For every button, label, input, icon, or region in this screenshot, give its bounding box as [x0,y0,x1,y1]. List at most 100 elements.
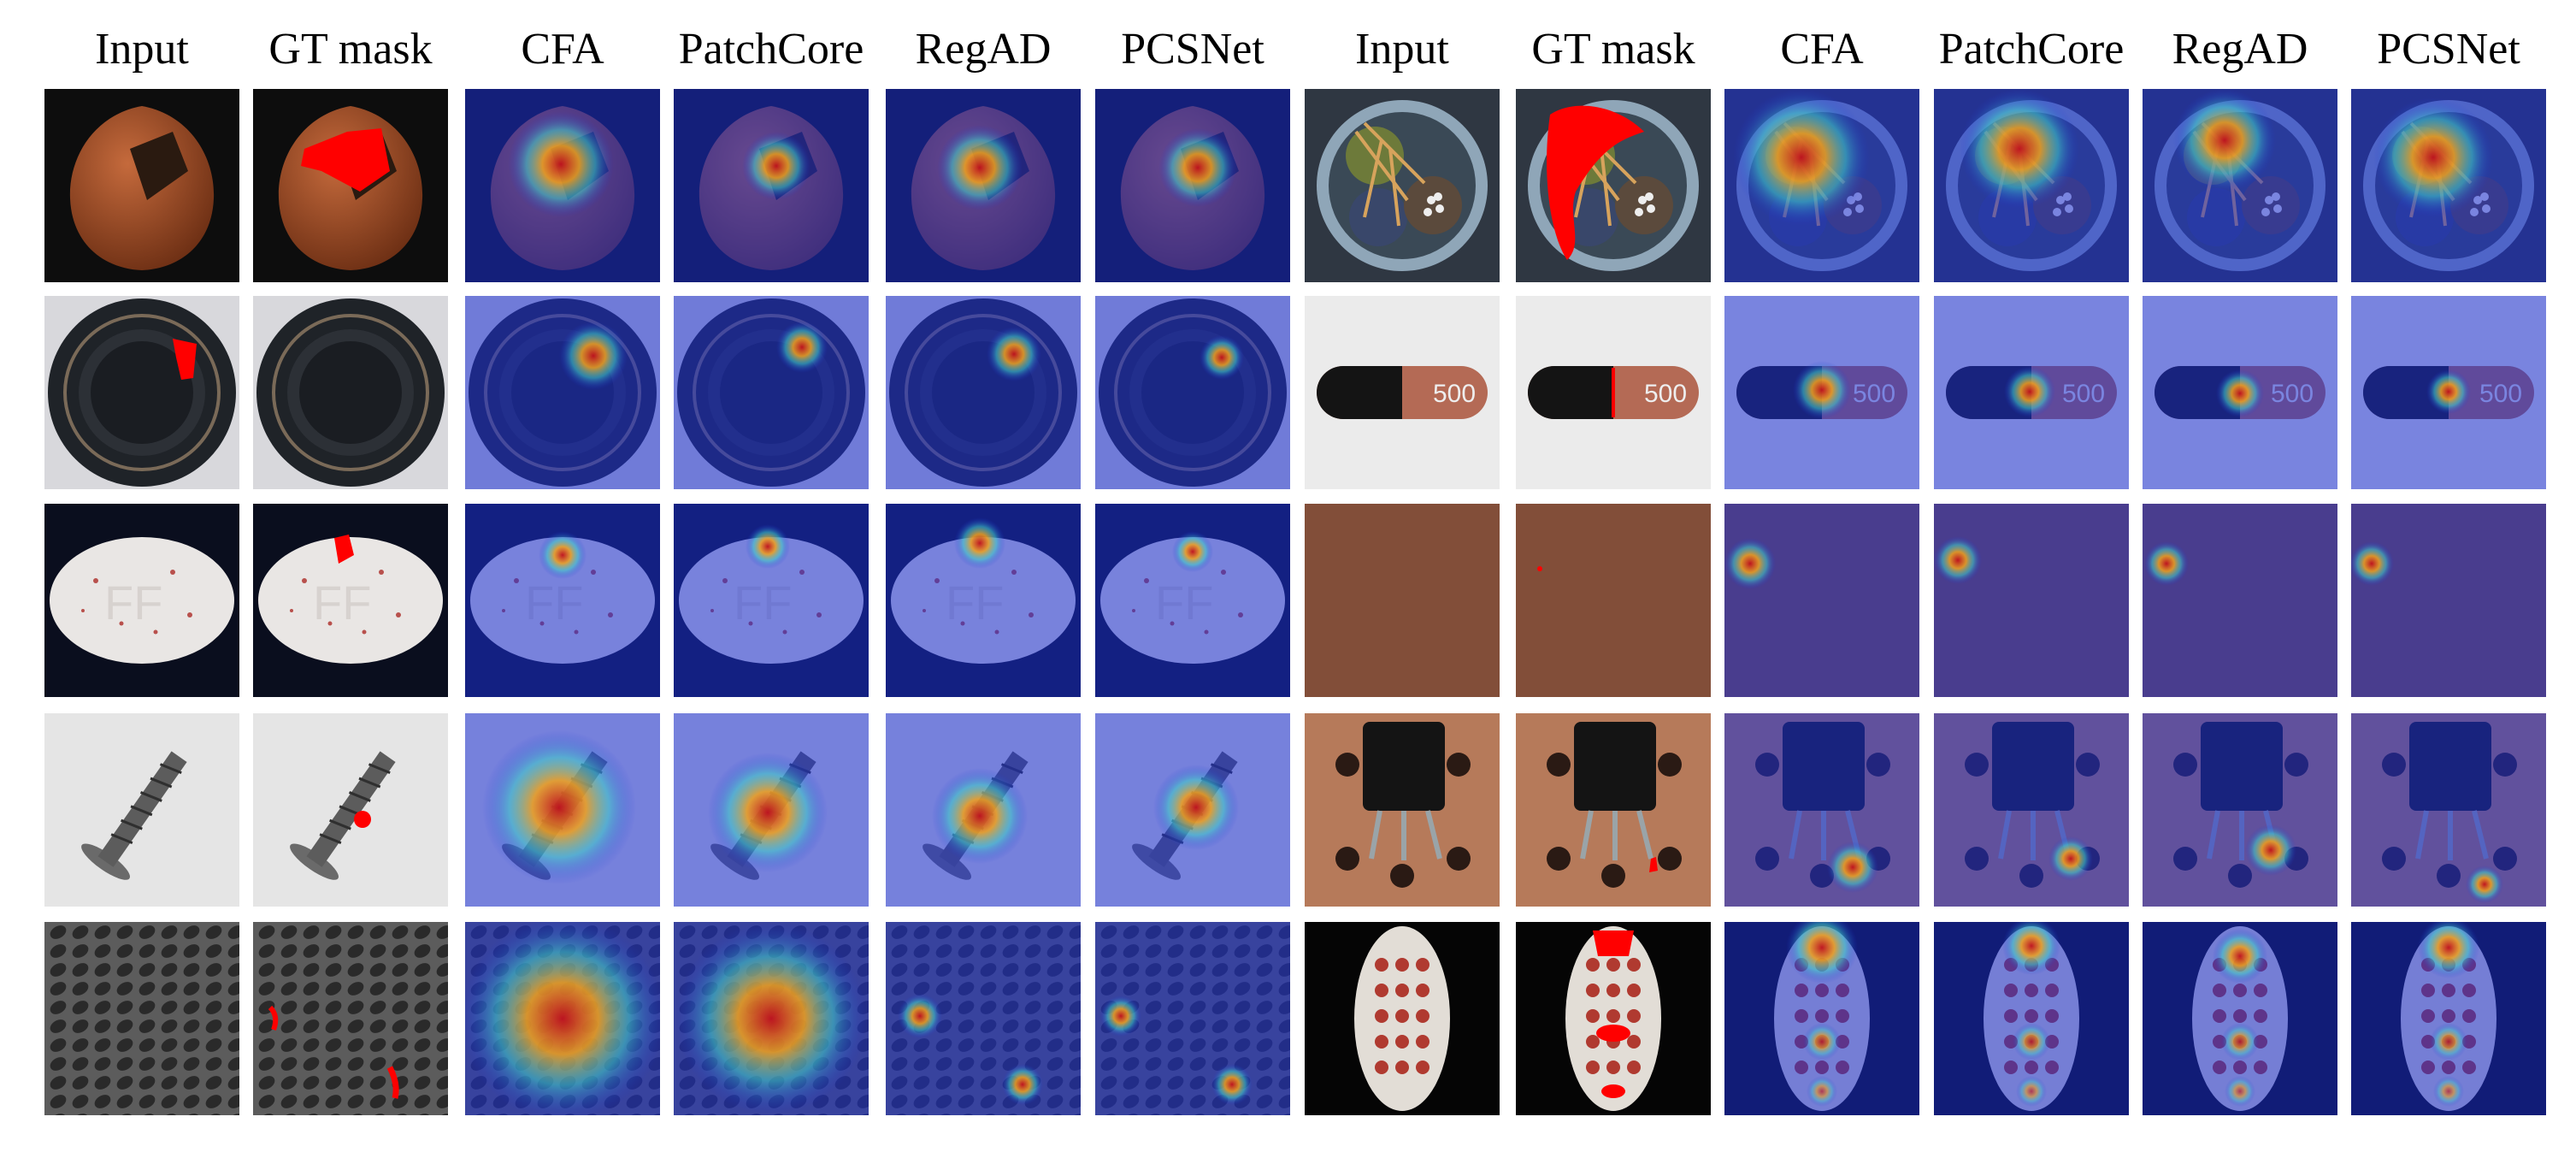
cell-pill-pcsnet: FF [1095,504,1290,697]
cell-transistor-cfa [1724,713,1919,907]
cell-capsule-cfa: 500 [1724,296,1919,489]
image-bottle-input [44,296,239,489]
svg-text:500: 500 [1433,380,1476,408]
cell-pill-input: FF [44,504,239,697]
image-transistor-gt [1516,713,1711,907]
image-screw-patchcore [674,713,869,907]
cell-screw-cfa [465,713,660,907]
image-zipper-like-oval-gt [1516,922,1711,1115]
image-cable-gt [1516,89,1711,282]
cell-pill-gt: FF [253,504,448,697]
image-grid-cfa [465,922,660,1115]
cell-bottle-pcsnet [1095,296,1290,489]
cell-zipper-like-oval-input [1305,922,1500,1115]
cell-hazelnut-regad [886,89,1081,282]
cell-screw-input [44,713,239,907]
image-zipper-like-oval-cfa [1724,922,1919,1115]
cell-grid-gt [253,922,448,1115]
cell-hazelnut-pcsnet [1095,89,1290,282]
image-cable-input [1305,89,1500,282]
column-header-gt: GT mask [268,25,433,74]
image-grid-pcsnet [1095,922,1290,1115]
cell-leather-pcsnet [2351,504,2546,697]
image-pill-cfa: FF [465,504,660,697]
cell-zipper-like-oval-pcsnet [2351,922,2546,1115]
column-header-input: Input [95,25,189,74]
image-transistor-patchcore [1934,713,2129,907]
cell-hazelnut-patchcore [674,89,869,282]
cell-cable-gt [1516,89,1711,282]
image-zipper-like-oval-input [1305,922,1500,1115]
image-grid-regad [886,922,1081,1115]
image-hazelnut-patchcore [674,89,869,282]
image-grid-input [44,922,239,1115]
image-hazelnut-cfa [465,89,660,282]
cell-transistor-gt [1516,713,1711,907]
svg-text:500: 500 [1644,380,1687,408]
image-zipper-like-oval-patchcore [1934,922,2129,1115]
cell-pill-cfa: FF [465,504,660,697]
cell-grid-regad [886,922,1081,1115]
cell-bottle-patchcore [674,296,869,489]
image-capsule-regad: 500 [2143,296,2337,489]
image-hazelnut-gt [253,89,448,282]
image-pill-patchcore: FF [674,504,869,697]
cell-bottle-input [44,296,239,489]
image-transistor-input [1305,713,1500,907]
image-pill-pcsnet: FF [1095,504,1290,697]
cell-capsule-gt: 500 [1516,296,1711,489]
image-screw-regad [886,713,1081,907]
image-transistor-cfa [1724,713,1919,907]
cell-capsule-pcsnet: 500 [2351,296,2546,489]
column-header-pcsnet: PCSNet [1121,25,1264,74]
image-zipper-like-oval-pcsnet [2351,922,2546,1115]
image-screw-input [44,713,239,907]
cell-transistor-pcsnet [2351,713,2546,907]
svg-text:FF: FF [104,576,162,629]
cell-bottle-cfa [465,296,660,489]
cell-screw-regad [886,713,1081,907]
image-hazelnut-input [44,89,239,282]
cell-pill-regad: FF [886,504,1081,697]
cell-leather-cfa [1724,504,1919,697]
image-bottle-pcsnet [1095,296,1290,489]
image-cable-pcsnet [2351,89,2546,282]
image-cable-patchcore [1934,89,2129,282]
image-screw-gt [253,713,448,907]
cell-cable-regad [2143,89,2337,282]
cell-hazelnut-cfa [465,89,660,282]
cell-grid-input [44,922,239,1115]
cell-transistor-regad [2143,713,2337,907]
image-bottle-cfa [465,296,660,489]
image-screw-pcsnet [1095,713,1290,907]
cell-zipper-like-oval-gt [1516,922,1711,1115]
image-hazelnut-pcsnet [1095,89,1290,282]
image-hazelnut-regad [886,89,1081,282]
image-leather-pcsnet [2351,504,2546,697]
column-header-input: Input [1355,25,1449,74]
image-pill-input: FF [44,504,239,697]
column-header-gt: GT mask [1531,25,1695,74]
column-header-regad: RegAD [915,25,1052,74]
image-leather-input [1305,504,1500,697]
image-cable-regad [2143,89,2337,282]
image-cable-cfa [1724,89,1919,282]
cell-zipper-like-oval-patchcore [1934,922,2129,1115]
cell-screw-gt [253,713,448,907]
image-leather-gt [1516,504,1711,697]
column-header-cfa: CFA [521,25,604,74]
cell-pill-patchcore: FF [674,504,869,697]
cell-screw-pcsnet [1095,713,1290,907]
image-capsule-pcsnet: 500 [2351,296,2546,489]
image-transistor-regad [2143,713,2337,907]
image-zipper-like-oval-regad [2143,922,2337,1115]
image-screw-cfa [465,713,660,907]
image-capsule-input: 500 [1305,296,1500,489]
cell-cable-patchcore [1934,89,2129,282]
cell-hazelnut-input [44,89,239,282]
column-header-patchcore: PatchCore [678,25,864,74]
cell-screw-patchcore [674,713,869,907]
cell-bottle-regad [886,296,1081,489]
cell-transistor-input [1305,713,1500,907]
